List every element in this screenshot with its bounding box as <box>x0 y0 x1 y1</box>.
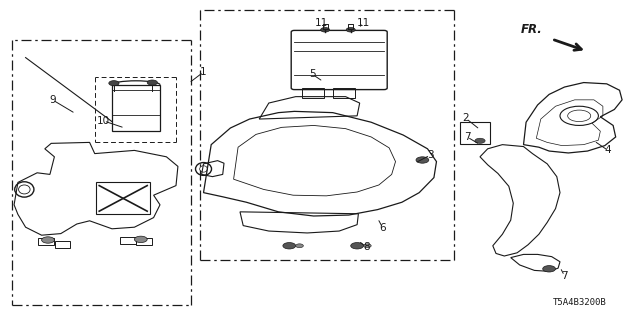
Text: 2: 2 <box>463 113 469 124</box>
Circle shape <box>147 80 157 85</box>
Text: 11: 11 <box>315 18 328 28</box>
Circle shape <box>346 28 355 32</box>
Text: 3: 3 <box>427 150 433 160</box>
Text: 4: 4 <box>605 145 611 156</box>
Circle shape <box>134 236 147 243</box>
Circle shape <box>351 243 364 249</box>
Text: T5A4B3200B: T5A4B3200B <box>552 298 606 307</box>
Circle shape <box>283 243 296 249</box>
Circle shape <box>543 266 556 272</box>
Text: 1: 1 <box>200 67 207 77</box>
Text: FR.: FR. <box>520 23 542 36</box>
Text: 6: 6 <box>380 223 386 233</box>
Circle shape <box>109 81 119 86</box>
Circle shape <box>296 244 303 248</box>
Circle shape <box>475 138 485 143</box>
Text: 5: 5 <box>309 69 316 79</box>
Text: 7: 7 <box>464 132 470 142</box>
Text: 11: 11 <box>357 18 370 28</box>
Text: 8: 8 <box>363 242 369 252</box>
Text: 10: 10 <box>97 116 110 126</box>
Circle shape <box>42 237 54 243</box>
Circle shape <box>321 28 330 32</box>
Circle shape <box>416 157 429 163</box>
Text: 9: 9 <box>49 95 56 105</box>
Circle shape <box>364 244 371 248</box>
Text: 7: 7 <box>561 271 568 281</box>
